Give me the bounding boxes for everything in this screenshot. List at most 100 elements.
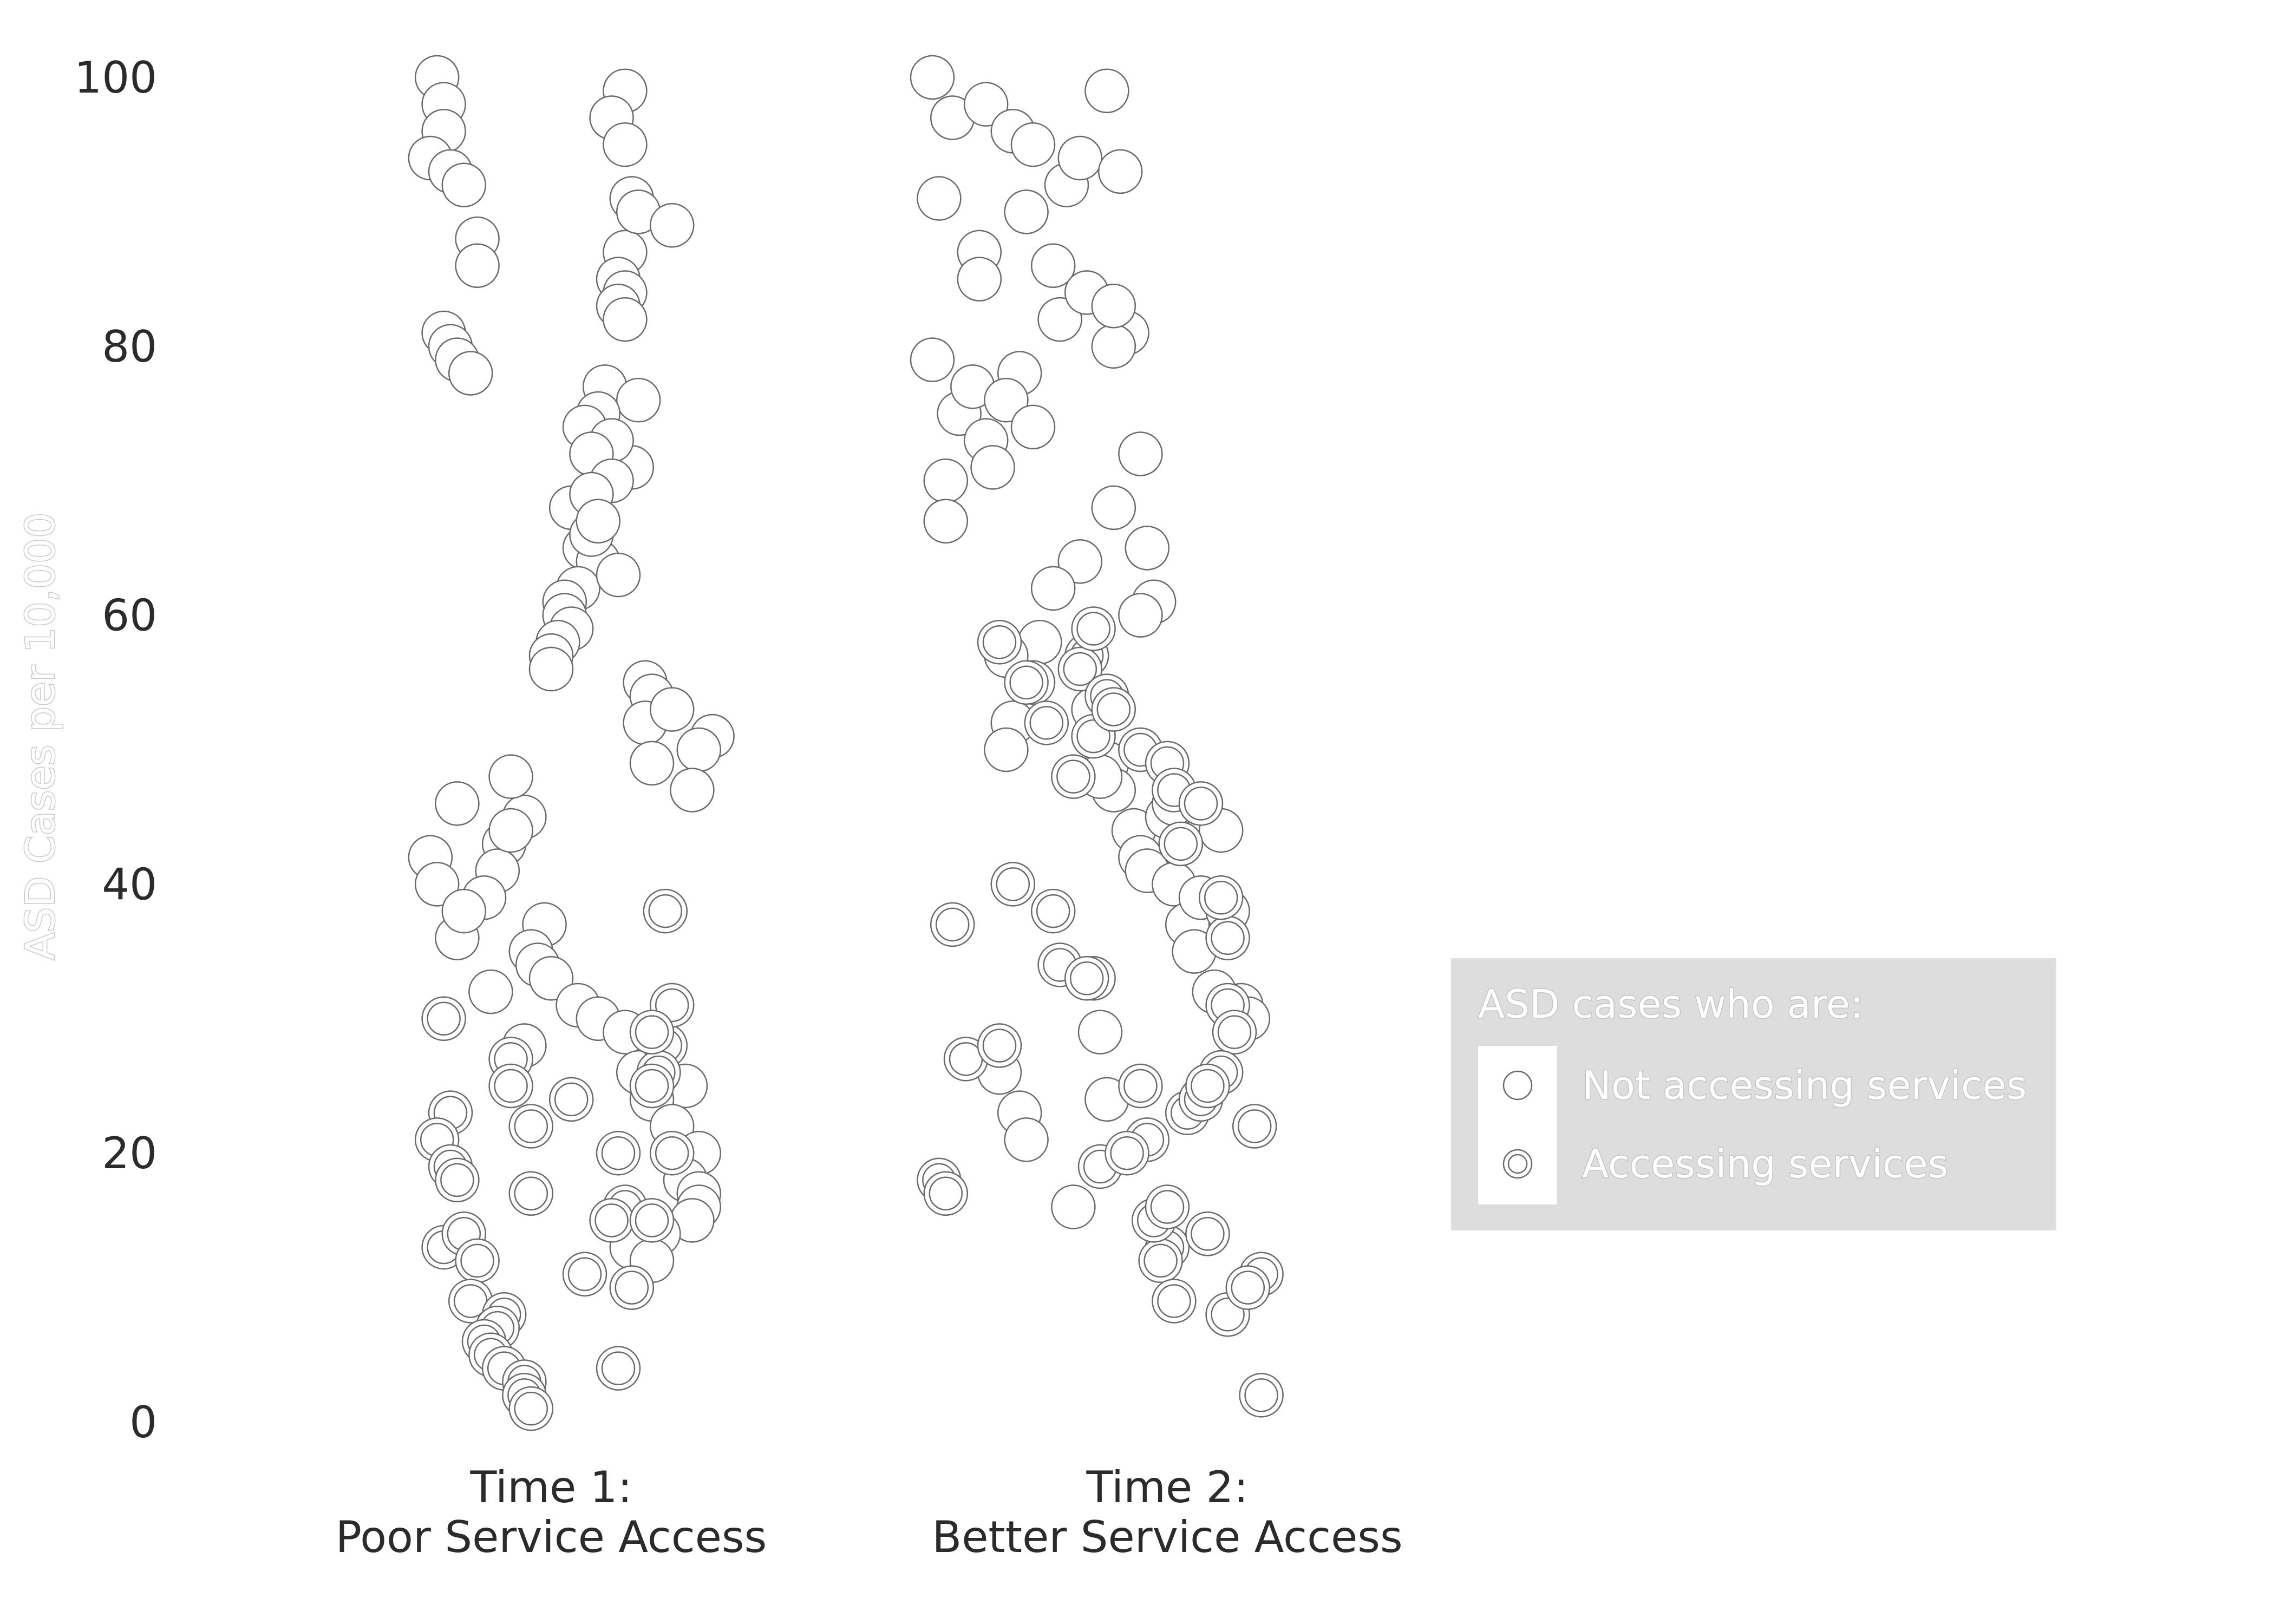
y-tick-label: 100 [74,53,157,103]
point-inner-ring [440,1163,474,1197]
point-accessing [643,888,688,934]
point-inner-ring [1009,665,1043,700]
point-inner-ring [1191,1216,1225,1251]
point-inner-ring [615,1271,649,1305]
point-not-accessing [1091,485,1136,531]
legend: ASD cases who are: Not accessing service… [1451,958,2056,1230]
x-category-label: Time 1: [469,1462,632,1512]
point-inner-ring [594,1203,629,1237]
point-accessing [629,1010,675,1055]
point-accessing [1051,754,1096,799]
legend-key-symbol [1502,1149,1533,1179]
point-inner-ring [427,1001,461,1036]
point-inner-ring [1069,961,1104,996]
point-inner-ring [635,1203,669,1237]
point-not-accessing [441,888,487,934]
point-not-accessing [649,687,695,732]
point-accessing [508,1386,554,1431]
point-not-accessing [1057,539,1103,584]
point-not-accessing [923,458,969,503]
point-inner-ring [514,1109,548,1143]
point-accessing [1004,660,1049,705]
point-not-accessing [528,956,574,1001]
point-accessing [1024,700,1069,745]
legend-title: ASD cases who are: [1478,981,1863,1027]
point-accessing [1239,1373,1284,1418]
point-not-accessing [414,862,460,907]
legend-key-symbol [1502,1070,1533,1101]
point-inner-ring [1191,1069,1225,1103]
point-inner-ring [635,1069,669,1103]
legend-entry-label: Accessing services [1582,1141,1948,1187]
point-not-accessing [910,337,955,382]
point-accessing [508,1104,554,1149]
point-accessing [508,1171,554,1216]
point-not-accessing [910,55,955,100]
point-not-accessing [596,552,641,598]
point-inner-ring [1143,1243,1178,1278]
point-inner-ring [1076,612,1110,646]
point-not-accessing [984,727,1029,772]
point-accessing [1152,1279,1197,1324]
point-accessing [1071,606,1116,651]
point-not-accessing [528,646,574,692]
point-inner-ring [655,1136,689,1170]
point-accessing [1105,1130,1149,1176]
point-not-accessing [1010,404,1056,450]
point-accessing [548,1077,594,1122]
y-tick-label: 80 [102,322,157,372]
point-not-accessing [649,202,695,248]
point-not-accessing [1084,68,1129,114]
point-inner-ring [1076,719,1110,754]
point-not-accessing [1118,431,1163,476]
legend-entry-label: Not accessing services [1582,1063,2027,1108]
point-accessing [609,1265,655,1310]
y-axis: 0 20 40 60 80 100 [74,53,157,1448]
point-inner-ring [635,1015,669,1049]
legend-entries: Not accessing services Accessing services [1502,1062,2028,1188]
point-accessing [596,1346,641,1391]
point-accessing [1205,915,1250,961]
legend-key-inner-ring [1507,1154,1528,1174]
point-accessing [649,1130,695,1176]
point-accessing [1225,1265,1271,1310]
x-category-label: Poor Service Access [336,1512,767,1562]
point-inner-ring [1029,706,1064,740]
point-inner-ring [982,1029,1017,1063]
point-inner-ring [1211,1298,1245,1332]
point-inner-ring [460,1243,494,1278]
x-category-label: Better Service Access [932,1512,1402,1562]
point-accessing [1232,1104,1277,1149]
point-accessing [1118,1063,1163,1109]
point-not-accessing [448,351,493,396]
point-not-accessing [984,377,1029,423]
point-accessing [977,1023,1022,1068]
point-not-accessing [441,162,487,207]
point-accessing [1158,821,1204,867]
point-not-accessing [1004,189,1049,234]
point-accessing [562,1252,607,1297]
point-accessing [629,1063,675,1109]
point-inner-ring [935,907,970,942]
point-not-accessing [603,297,648,342]
point-accessing [435,1157,480,1203]
point-inner-ring [929,1176,963,1210]
point-accessing [1030,888,1076,934]
point-not-accessing [603,122,648,167]
point-not-accessing [923,499,969,543]
point-not-accessing [629,741,675,786]
point-accessing [1178,781,1224,826]
point-inner-ring [1211,921,1245,955]
point-inner-ring [514,1176,548,1210]
point-not-accessing [1097,149,1143,194]
point-not-accessing [616,377,661,423]
point-not-accessing [1051,1184,1096,1229]
point-accessing [1091,687,1136,732]
point-not-accessing [435,781,480,826]
point-inner-ring [655,988,689,1023]
point-inner-ring [1237,1109,1272,1143]
y-axis-title: ASD Cases per 10,000 [17,513,64,960]
point-not-accessing [455,243,500,289]
